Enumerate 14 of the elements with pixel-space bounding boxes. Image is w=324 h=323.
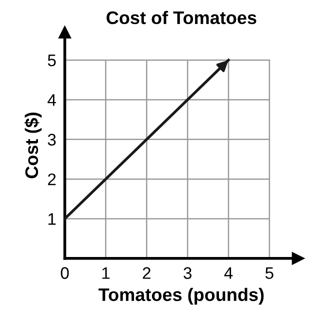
x-tick-label: 1 — [102, 267, 110, 279]
y-tick-label: 1 — [48, 213, 56, 225]
y-tick-label: 2 — [48, 173, 56, 186]
x-tick-label: 3 — [184, 267, 192, 279]
x-tick-label: 4 — [224, 267, 233, 279]
y-axis-title: Cost ($) — [24, 112, 42, 178]
x-tick-label: 0 — [60, 267, 69, 279]
y-tick-label: 3 — [48, 134, 56, 146]
y-tick-label: 5 — [48, 54, 56, 66]
chart-title: Cost of Tomatoes — [106, 10, 256, 24]
x-axis-title: Tomatoes (pounds) — [98, 288, 264, 305]
x-tick-label: 5 — [265, 267, 274, 279]
x-tick-label: 2 — [142, 267, 150, 279]
y-tick-label: 4 — [48, 94, 56, 106]
